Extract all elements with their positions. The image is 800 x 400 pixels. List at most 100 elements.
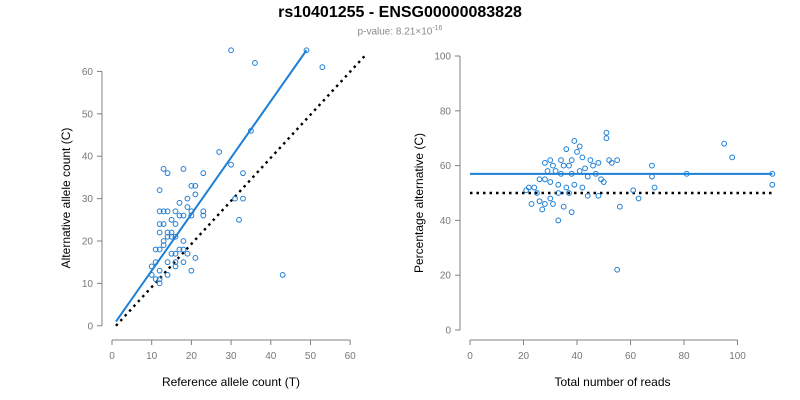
- data-point: [614, 266, 621, 273]
- data-point: [579, 184, 586, 191]
- data-point: [531, 184, 538, 191]
- x-tick-label: 10: [146, 351, 158, 362]
- data-point: [571, 138, 578, 144]
- data-point: [533, 190, 540, 196]
- data-point: [180, 238, 187, 244]
- data-point: [555, 190, 562, 196]
- data-point: [303, 47, 310, 54]
- y-tick-label: 40: [440, 216, 452, 227]
- x-tick-label: 60: [625, 351, 637, 362]
- data-point: [172, 221, 179, 227]
- y-tick-label: 60: [440, 161, 452, 172]
- data-point: [563, 184, 570, 191]
- data-point: [180, 212, 187, 219]
- data-point: [160, 208, 167, 215]
- data-point: [236, 216, 242, 223]
- data-point: [566, 162, 572, 169]
- right-scatter-plot: 0 20 40 60 80 100 0 20 40 60 80 100 Total number of …: [412, 52, 776, 389]
- data-point: [156, 276, 163, 283]
- expected-reference-line: [115, 53, 367, 327]
- data-point: [156, 221, 163, 227]
- data-point: [160, 238, 167, 244]
- data-point: [164, 259, 171, 266]
- y-tick-label: 80: [440, 106, 452, 117]
- x-tick-label: 20: [186, 351, 198, 362]
- x-tick-label: 0: [109, 351, 115, 362]
- data-point: [595, 159, 602, 166]
- y-tick-label: 100: [434, 52, 451, 63]
- data-point: [180, 259, 187, 266]
- data-point: [156, 187, 163, 194]
- chart-title: rs10401255 - ENSG00000083828: [278, 4, 522, 21]
- data-point: [152, 276, 159, 283]
- left-scatter-plot: 0 10 20 30 40 50 60 0 10 20 30 40 50 60 Reference alle…: [59, 47, 367, 389]
- y-tick-label: 10: [82, 279, 94, 290]
- data-point: [216, 149, 223, 155]
- data-point: [184, 250, 191, 257]
- regression-fit-line: [115, 49, 308, 323]
- data-point: [550, 201, 556, 207]
- data-point: [192, 255, 199, 261]
- data-point: [160, 242, 167, 249]
- data-point: [176, 199, 183, 206]
- data-point: [172, 259, 179, 266]
- data-point: [555, 181, 562, 188]
- data-point: [542, 176, 548, 183]
- data-point: [188, 182, 195, 189]
- data-point: [156, 280, 163, 287]
- p-value-text: p-value: 8.21×10: [357, 26, 433, 38]
- data-point: [584, 173, 591, 180]
- data-point: [603, 129, 610, 136]
- data-point: [172, 233, 179, 240]
- y-tick-label: 30: [82, 194, 94, 205]
- data-point: [568, 209, 575, 216]
- data-point: [160, 166, 167, 172]
- x-tick-label: 0: [467, 351, 473, 362]
- data-point: [560, 162, 567, 169]
- data-point: [769, 181, 776, 188]
- data-point: [156, 229, 163, 236]
- data-point: [614, 157, 621, 164]
- data-point: [635, 195, 642, 202]
- data-point: [587, 157, 594, 164]
- data-point: [563, 146, 570, 153]
- data-point: [184, 195, 191, 202]
- data-point: [729, 154, 736, 161]
- data-point: [184, 204, 191, 210]
- data-point: [574, 149, 580, 155]
- data-point: [164, 170, 171, 177]
- p-value-exponent: -16: [432, 25, 443, 32]
- data-point: [176, 246, 183, 253]
- data-point: [579, 154, 586, 161]
- data-point: [598, 176, 604, 183]
- data-point: [547, 157, 554, 164]
- data-point: [200, 208, 207, 215]
- data-point: [568, 157, 575, 164]
- x-axis-title: Reference allele count (T): [162, 375, 300, 389]
- data-point: [544, 168, 551, 174]
- data-point: [608, 159, 615, 166]
- x-axis-title: Total number of reads: [554, 375, 670, 389]
- data-point: [603, 135, 610, 142]
- x-tick-label: 20: [518, 351, 530, 362]
- data-point: [550, 162, 556, 169]
- data-point: [528, 201, 535, 207]
- data-point: [240, 195, 246, 202]
- data-point: [552, 168, 559, 174]
- data-point: [651, 184, 658, 191]
- data-point: [566, 190, 572, 196]
- data-point: [542, 159, 548, 166]
- data-point: [164, 233, 171, 240]
- data-point: [180, 246, 187, 253]
- data-point: [200, 212, 207, 219]
- y-axis-title: Percentage alternative (C): [412, 133, 426, 273]
- data-point: [571, 181, 578, 188]
- y-axis-title: Alternative allele count (C): [59, 128, 73, 269]
- y-tick-label: 40: [82, 152, 94, 163]
- data-point: [576, 168, 583, 174]
- y-tick-label: 0: [445, 326, 451, 337]
- data-point: [156, 208, 163, 215]
- data-point: [192, 182, 199, 189]
- data-point: [590, 162, 596, 169]
- x-tick-label: 40: [571, 351, 583, 362]
